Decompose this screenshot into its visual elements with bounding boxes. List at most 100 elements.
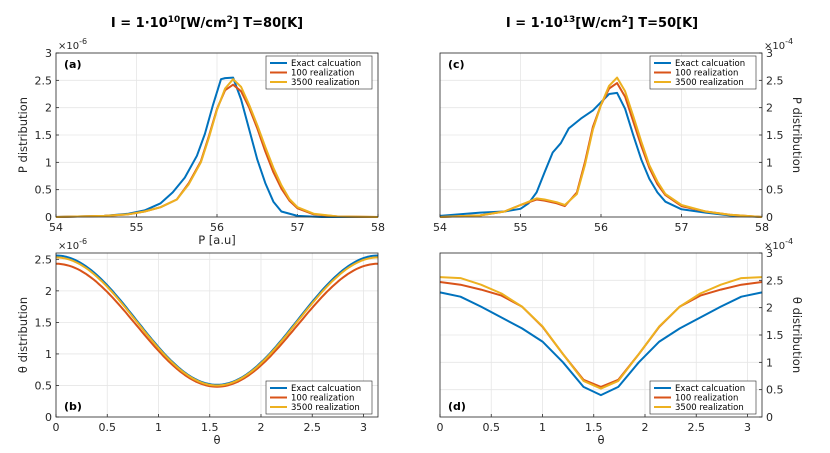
exponent-base: ×10	[764, 241, 785, 252]
series-line-0	[55, 76, 378, 218]
x-tick-label: 1.5	[201, 421, 219, 434]
x-tick-label: 2.5	[687, 421, 705, 434]
y-tick-label: 0.5	[35, 379, 53, 392]
x-tick-label: 58	[371, 221, 385, 234]
title-left: I = 1·1010[W/cm2] T=80[K]	[111, 15, 303, 31]
axes-box	[55, 52, 379, 218]
exponent-label: ×10-6	[58, 237, 87, 252]
exponent-label: ×10-4	[764, 37, 793, 52]
y-axis-label: P distribution	[790, 97, 804, 173]
x-axis-label: θ	[597, 433, 604, 447]
chart-b: 0 0.5 1 1.5 2 2.5 3 0 0.5 1 1.5 2 2.5 ×10-6 θ distribu…	[16, 237, 379, 447]
series-line-1	[439, 281, 763, 388]
x-tick-label: 2.5	[303, 421, 321, 434]
y-tick-label: 2	[766, 302, 773, 315]
title-right: I = 1·1013[W/cm2] T=50[K]	[506, 15, 698, 31]
y-tick-label: 2	[766, 102, 773, 115]
y-tick-label: 0.5	[766, 184, 784, 197]
y-tick-label: 2.5	[35, 74, 53, 87]
x-tick-label: 56	[210, 221, 224, 234]
x-tick-label: 2	[257, 421, 264, 434]
legend-label-0: Exact calcuation	[291, 59, 361, 69]
exponent-power: -6	[79, 237, 87, 246]
y-tick-label: 1.5	[35, 316, 53, 329]
y-tick-label: 1	[45, 348, 52, 361]
x-tick-label: 57	[291, 221, 305, 234]
y-tick-label: 2.5	[766, 274, 784, 287]
y-tick-label: 0.5	[766, 384, 784, 397]
y-tick-label: 1	[766, 356, 773, 369]
exponent-label: ×10-4	[764, 237, 793, 252]
panel-label: (b)	[64, 400, 82, 413]
exponent-label: ×10-6	[58, 37, 87, 52]
axes-box	[439, 52, 763, 218]
exponent-power: -4	[785, 237, 793, 246]
y-tick-label: 0	[45, 211, 52, 224]
x-tick-label: 0	[53, 421, 60, 434]
x-axis-label: P [a.u]	[198, 233, 236, 247]
exponent-base: ×10	[58, 41, 79, 52]
x-tick-label: 55	[130, 221, 144, 234]
x-tick-label: 2	[641, 421, 648, 434]
x-tick-label: 0.5	[482, 421, 500, 434]
x-tick-label: 1	[539, 421, 546, 434]
y-tick-label: 2.5	[766, 74, 784, 87]
exponent-power: -6	[79, 37, 87, 46]
y-tick-label: 2	[45, 285, 52, 298]
series-line-2	[55, 256, 379, 387]
y-axis-label: P distribution	[16, 97, 30, 173]
legend-label-1: 100 realization	[675, 394, 738, 404]
x-tick-label: 1	[155, 421, 162, 434]
x-tick-label: 58	[755, 221, 769, 234]
x-tick-label: 3	[360, 421, 367, 434]
y-tick-label: 2	[45, 102, 52, 115]
x-tick-label: 56	[594, 221, 608, 234]
y-tick-label: 0	[45, 411, 52, 424]
y-tick-label: 3	[45, 47, 52, 60]
series-line-2	[439, 76, 763, 218]
series-line-2	[439, 276, 763, 390]
legend-label-0: Exact calcuation	[675, 384, 745, 394]
panel-label: (c)	[448, 58, 465, 71]
y-tick-label: 1.5	[766, 129, 784, 142]
y-tick-label: 3	[766, 247, 773, 260]
y-tick-label: 0	[766, 411, 773, 424]
axes-box	[439, 252, 763, 418]
y-tick-label: 3	[766, 47, 773, 60]
legend-label-2: 3500 realization	[675, 403, 744, 413]
legend-label-1: 100 realization	[675, 69, 738, 79]
series-line-0	[439, 91, 763, 218]
y-tick-label: 2.5	[35, 253, 53, 266]
exponent-power: -4	[785, 37, 793, 46]
series-line-1	[55, 262, 379, 388]
x-tick-label: 0.5	[98, 421, 116, 434]
y-axis-label: θ distribution	[16, 297, 30, 373]
y-tick-label: 1.5	[35, 129, 53, 142]
legend-label-0: Exact calcuation	[291, 384, 361, 394]
x-tick-label: 3	[744, 421, 751, 434]
legend-box	[265, 55, 373, 90]
x-tick-label: 57	[675, 221, 689, 234]
x-tick-label: 1.5	[585, 421, 603, 434]
x-axis-label: θ	[213, 433, 220, 447]
chart-d: 0 0.5 1 1.5 2 2.5 300.511.522.53×10-4θ distrib…	[437, 237, 805, 447]
panel-label: (a)	[64, 58, 81, 71]
legend-label-2: 3500 realization	[675, 78, 744, 88]
exponent-base: ×10	[764, 41, 785, 52]
legend-label-1: 100 realization	[291, 394, 354, 404]
exponent-base: ×10	[58, 241, 79, 252]
x-tick-label: 0	[437, 421, 444, 434]
y-tick-label: 1.5	[766, 329, 784, 342]
legend-label-0: Exact calcuation	[675, 59, 745, 69]
legend-label-2: 3500 realization	[291, 78, 360, 88]
legend-label-1: 100 realization	[291, 69, 354, 79]
x-tick-label: 54	[49, 221, 63, 234]
x-tick-label: 55	[514, 221, 528, 234]
y-tick-label: 0.5	[35, 184, 53, 197]
y-tick-label: 0	[766, 211, 773, 224]
chart-c: 54 55 56 57 580 0.5 1 1.5 2 2.5 3×10-4 P distributi…	[433, 37, 804, 234]
y-axis-label: θ distribution	[790, 297, 804, 373]
